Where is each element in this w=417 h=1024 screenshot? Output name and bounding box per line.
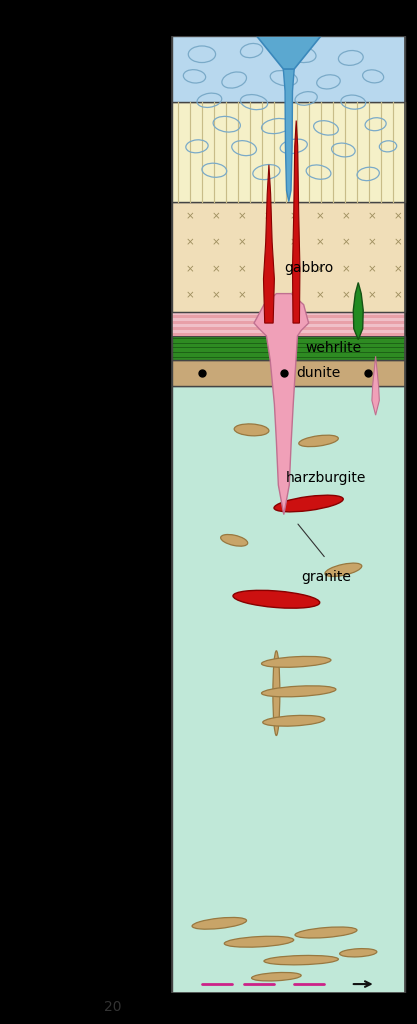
Text: 20: 20 (104, 999, 121, 1014)
Text: ×: × (367, 238, 376, 248)
Ellipse shape (295, 927, 357, 938)
Ellipse shape (234, 424, 269, 436)
Bar (172, 315, 405, 318)
Ellipse shape (261, 686, 336, 696)
Bar (172, 336, 405, 359)
Ellipse shape (299, 435, 338, 446)
Ellipse shape (221, 535, 248, 546)
Text: ×: × (367, 291, 376, 300)
Text: ×: × (289, 291, 298, 300)
Text: ×: × (263, 291, 272, 300)
Text: ×: × (315, 238, 324, 248)
Text: granite: granite (301, 570, 351, 584)
Bar (172, 330, 405, 333)
Text: dunite: dunite (296, 366, 341, 380)
Ellipse shape (263, 716, 325, 726)
Text: ×: × (237, 238, 246, 248)
Text: ×: × (237, 291, 246, 300)
Text: ×: × (342, 211, 350, 221)
Ellipse shape (264, 955, 338, 965)
Bar (172, 321, 405, 324)
Ellipse shape (192, 918, 246, 929)
Text: ×: × (185, 238, 194, 248)
Ellipse shape (224, 936, 294, 947)
Text: ×: × (289, 211, 298, 221)
Text: ×: × (367, 264, 376, 274)
Ellipse shape (274, 496, 343, 512)
Polygon shape (264, 165, 274, 323)
Bar (172, 318, 405, 321)
Polygon shape (292, 121, 300, 323)
Bar (172, 386, 405, 993)
Text: ×: × (263, 264, 272, 274)
Text: gabbro: gabbro (284, 261, 333, 274)
Bar (172, 36, 405, 102)
Polygon shape (283, 69, 294, 202)
Polygon shape (353, 283, 363, 340)
Text: wehrlite: wehrlite (305, 341, 362, 355)
Text: ×: × (315, 264, 324, 274)
Bar (172, 202, 405, 312)
Text: ×: × (237, 211, 246, 221)
Text: ×: × (394, 291, 402, 300)
Bar (172, 324, 405, 327)
Polygon shape (256, 36, 321, 69)
Text: ×: × (185, 211, 194, 221)
Bar (172, 102, 405, 202)
Polygon shape (254, 294, 309, 514)
Bar (172, 333, 405, 336)
Text: ×: × (289, 264, 298, 274)
Ellipse shape (325, 563, 362, 577)
Text: ×: × (394, 238, 402, 248)
Text: ×: × (263, 211, 272, 221)
Text: ×: × (211, 211, 220, 221)
Text: ×: × (211, 264, 220, 274)
Text: ×: × (185, 291, 194, 300)
Ellipse shape (233, 590, 320, 608)
Bar (172, 327, 405, 330)
Polygon shape (372, 356, 379, 415)
Bar (172, 359, 405, 386)
Bar (172, 312, 405, 315)
Ellipse shape (261, 656, 331, 668)
Text: ×: × (211, 238, 220, 248)
Text: ×: × (342, 264, 350, 274)
Text: harzburgite: harzburgite (286, 471, 366, 484)
Text: ×: × (342, 291, 350, 300)
Text: ×: × (211, 291, 220, 300)
Text: ×: × (315, 291, 324, 300)
Text: ×: × (342, 238, 350, 248)
Text: ×: × (237, 264, 246, 274)
Text: ×: × (367, 211, 376, 221)
Ellipse shape (340, 948, 377, 957)
Text: ×: × (394, 264, 402, 274)
Ellipse shape (251, 973, 301, 981)
Text: ×: × (315, 211, 324, 221)
Text: ×: × (289, 238, 298, 248)
Ellipse shape (273, 651, 280, 735)
Text: ×: × (263, 238, 272, 248)
Text: ×: × (185, 264, 194, 274)
Text: ×: × (394, 211, 402, 221)
